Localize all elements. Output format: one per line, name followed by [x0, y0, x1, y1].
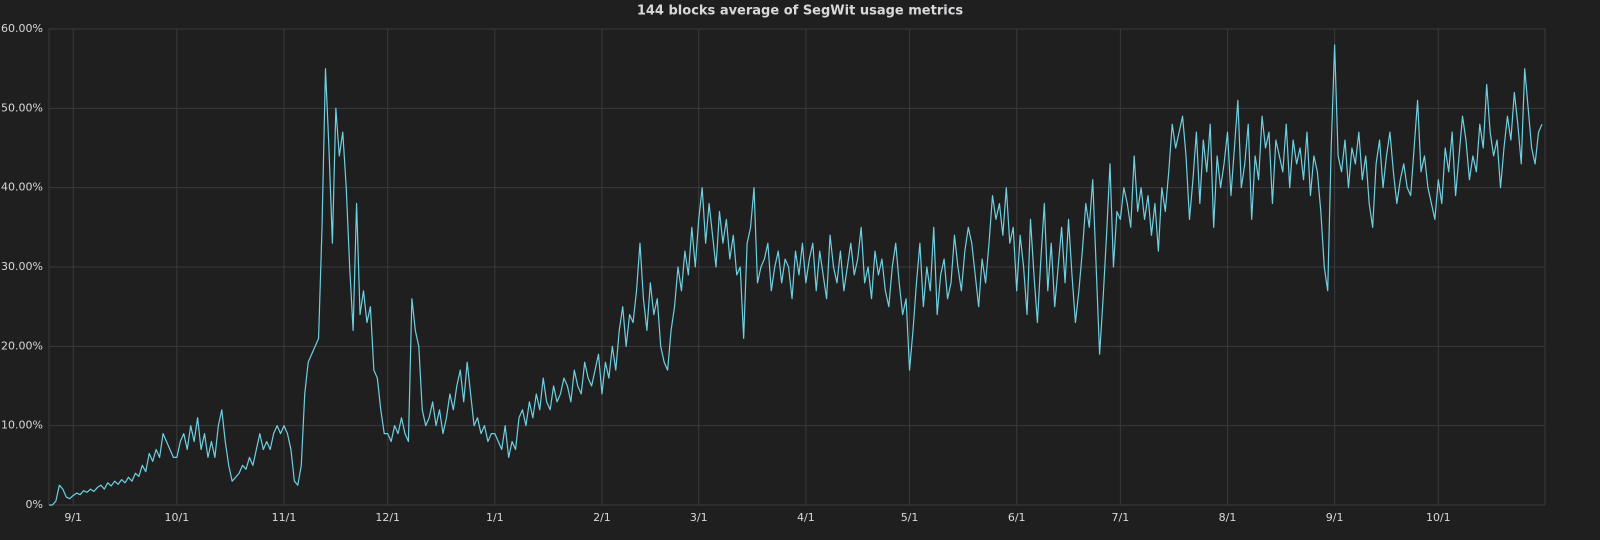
x-tick-label: 9/1	[1326, 511, 1344, 524]
y-tick-label: 0%	[26, 498, 43, 511]
x-tick-label: 1/1	[486, 511, 504, 524]
x-tick-label: 7/1	[1112, 511, 1130, 524]
x-tick-label: 4/1	[797, 511, 815, 524]
y-tick-label: 30.00%	[1, 260, 43, 273]
x-tick-label: 9/1	[64, 511, 82, 524]
x-tick-label: 10/1	[1426, 511, 1451, 524]
y-tick-label: 10.00%	[1, 419, 43, 432]
chart-title: 144 blocks average of SegWit usage metri…	[637, 4, 964, 19]
y-tick-label: 60.00%	[1, 22, 43, 35]
x-tick-label: 3/1	[690, 511, 708, 524]
x-tick-label: 10/1	[165, 511, 190, 524]
x-tick-label: 2/1	[593, 511, 611, 524]
x-tick-label: 12/1	[375, 511, 400, 524]
y-tick-label: 20.00%	[1, 339, 43, 352]
x-tick-label: 8/1	[1219, 511, 1237, 524]
data-line	[49, 44, 1543, 506]
y-tick-label: 50.00%	[1, 101, 43, 114]
y-tick-label: 40.00%	[1, 181, 43, 194]
x-tick-label: 11/1	[272, 511, 297, 524]
x-tick-label: 5/1	[901, 511, 919, 524]
x-tick-label: 6/1	[1008, 511, 1026, 524]
